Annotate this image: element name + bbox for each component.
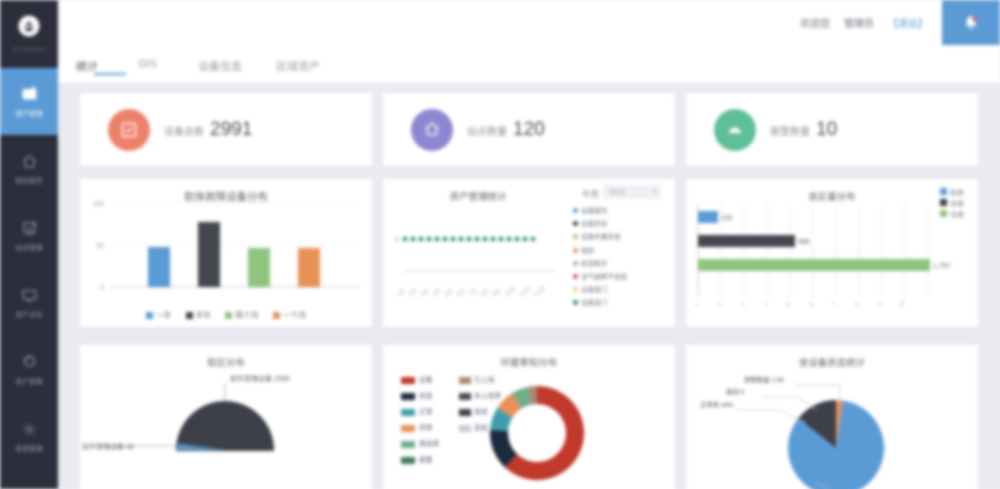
svg-text:100: 100 (92, 201, 104, 208)
svg-text:12月: 12月 (532, 286, 546, 299)
svg-text:118: 118 (721, 215, 732, 222)
svg-text:2月: 2月 (407, 288, 419, 299)
svg-text:预警数量 1.66: 预警数量 1.66 (744, 375, 784, 384)
svg-text:4: 4 (763, 301, 770, 308)
svg-text:软件管理设备 2999: 软件管理设备 2999 (230, 374, 290, 383)
svg-text:7月: 7月 (467, 288, 479, 299)
svg-text:8: 8 (855, 301, 862, 308)
svg-text:7: 7 (832, 301, 839, 308)
svg-text:6月: 6月 (455, 288, 467, 299)
svg-text:1: 1 (694, 301, 701, 308)
svg-text:5月: 5月 (443, 288, 455, 299)
svg-text:11月: 11月 (518, 286, 532, 299)
svg-text:966: 966 (798, 239, 810, 246)
svg-text:离线 6: 离线 6 (726, 387, 745, 396)
svg-text:5: 5 (786, 301, 793, 308)
svg-text:0: 0 (100, 285, 104, 292)
svg-text:50: 50 (96, 243, 104, 250)
svg-text:正常率 44%: 正常率 44% (700, 400, 734, 409)
svg-text:9月: 9月 (491, 288, 503, 299)
svg-text:1,767: 1,767 (933, 263, 951, 270)
svg-text:1月: 1月 (395, 288, 407, 299)
svg-text:9: 9 (878, 301, 885, 308)
svg-text:软件管理设备 40: 软件管理设备 40 (82, 442, 134, 451)
svg-text:10月: 10月 (503, 286, 517, 299)
svg-text:10: 10 (898, 300, 907, 309)
svg-text:2: 2 (717, 301, 724, 308)
svg-text:0: 0 (395, 237, 399, 244)
svg-text:3: 3 (740, 301, 747, 308)
svg-text:6: 6 (809, 301, 816, 308)
svg-text:8月: 8月 (479, 288, 491, 299)
svg-text:3月: 3月 (419, 288, 431, 299)
svg-text:4月: 4月 (431, 288, 443, 299)
